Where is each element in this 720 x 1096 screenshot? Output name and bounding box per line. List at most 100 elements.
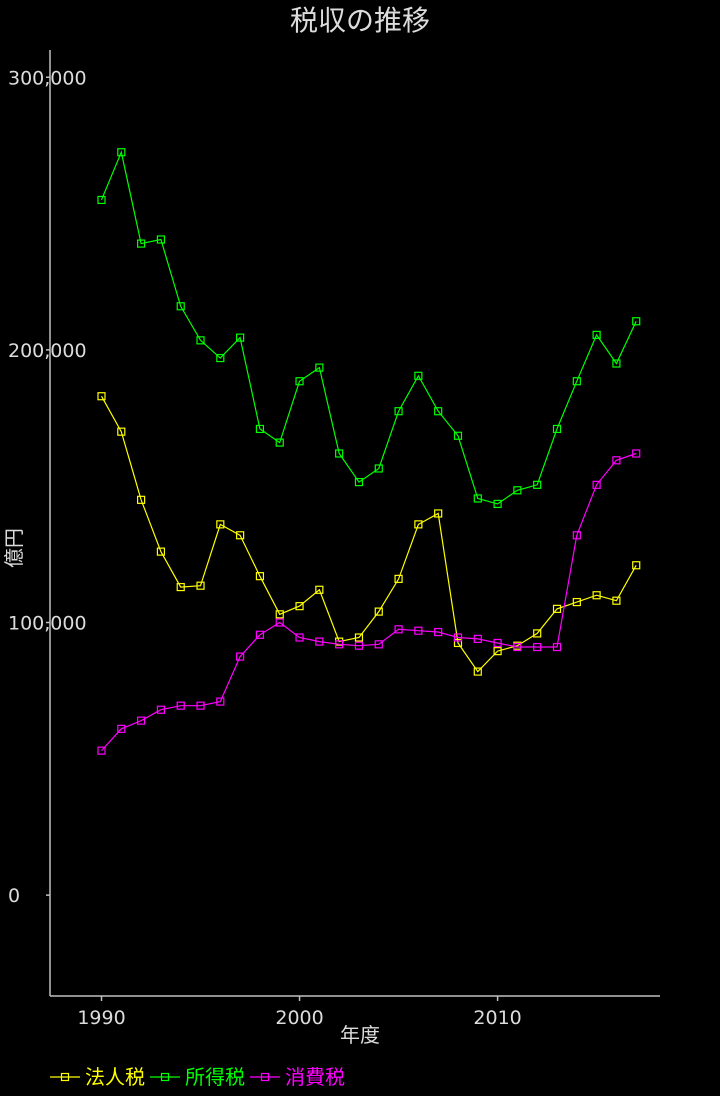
data-point bbox=[453, 633, 463, 642]
data-point bbox=[236, 531, 245, 540]
chart-title: 税収の推移 bbox=[290, 4, 430, 37]
series-layer bbox=[97, 148, 641, 755]
data-point bbox=[315, 363, 324, 372]
data-point bbox=[394, 574, 403, 583]
x-axis-title: 年度 bbox=[340, 1023, 380, 1047]
legend-label: 所得税 bbox=[185, 1065, 245, 1089]
legend-marker bbox=[160, 1072, 170, 1082]
data-point bbox=[137, 716, 146, 725]
data-point bbox=[295, 377, 304, 386]
data-point bbox=[374, 607, 383, 616]
data-point bbox=[453, 638, 463, 648]
x-ticks: 1990 2000 2010 bbox=[77, 996, 522, 1029]
data-point bbox=[632, 561, 641, 570]
data-point bbox=[117, 724, 126, 733]
data-point bbox=[196, 581, 205, 590]
data-point bbox=[236, 652, 245, 661]
y-tick-label: 300,000 bbox=[8, 67, 87, 89]
data-point bbox=[414, 626, 423, 635]
data-point bbox=[473, 494, 482, 503]
data-point bbox=[632, 317, 641, 326]
data-point bbox=[572, 597, 581, 607]
series-line bbox=[100, 150, 637, 505]
data-point bbox=[117, 148, 126, 157]
y-axis-title: 億円 bbox=[2, 528, 26, 568]
data-point bbox=[275, 610, 284, 619]
data-point bbox=[592, 591, 601, 600]
data-point bbox=[354, 633, 364, 642]
data-point bbox=[414, 520, 423, 529]
data-point bbox=[196, 336, 205, 345]
data-point bbox=[156, 547, 166, 556]
data-point bbox=[137, 495, 146, 504]
data-point bbox=[176, 701, 185, 710]
data-point bbox=[552, 604, 562, 613]
data-point bbox=[473, 634, 482, 643]
data-point bbox=[414, 371, 423, 380]
data-point bbox=[493, 647, 502, 656]
data-point bbox=[533, 480, 542, 489]
data-point bbox=[156, 705, 166, 714]
data-point bbox=[176, 302, 185, 311]
data-point bbox=[196, 701, 205, 710]
y-tick-label: 100,000 bbox=[8, 613, 87, 635]
series-line bbox=[100, 395, 637, 673]
data-point bbox=[394, 407, 403, 416]
data-point bbox=[275, 618, 284, 627]
data-point bbox=[592, 480, 601, 489]
data-point bbox=[572, 377, 581, 386]
data-point bbox=[374, 640, 383, 649]
data-point bbox=[572, 531, 581, 540]
data-point bbox=[612, 596, 621, 605]
data-point bbox=[493, 638, 502, 648]
data-point bbox=[394, 625, 403, 634]
data-point bbox=[255, 424, 265, 434]
y-tick-label: 200,000 bbox=[8, 340, 87, 362]
data-point bbox=[97, 392, 106, 401]
series-3 bbox=[97, 449, 641, 755]
data-point bbox=[354, 641, 364, 650]
x-tick-label: 1990 bbox=[77, 1007, 125, 1029]
y-ticks: 0 100,000 200,000 300,000 bbox=[8, 67, 87, 907]
y-tick-label: 0 bbox=[8, 885, 20, 907]
legend-item-1: 法人税 bbox=[50, 1065, 145, 1089]
data-point bbox=[612, 359, 621, 368]
data-point bbox=[453, 431, 463, 440]
data-point bbox=[335, 640, 344, 649]
data-point bbox=[612, 456, 621, 465]
series-line bbox=[101, 452, 637, 752]
data-point bbox=[255, 572, 265, 581]
data-point bbox=[97, 195, 106, 205]
data-point bbox=[216, 353, 225, 363]
data-point bbox=[493, 499, 502, 509]
data-point bbox=[434, 627, 443, 637]
data-point bbox=[236, 333, 245, 342]
data-point bbox=[434, 407, 443, 416]
data-point bbox=[216, 697, 225, 706]
data-point bbox=[592, 330, 601, 339]
legend: 法人税 所得税 消費税 bbox=[50, 1065, 345, 1089]
data-point bbox=[533, 642, 542, 652]
x-tick-label: 2000 bbox=[275, 1007, 323, 1029]
x-tick-label: 2010 bbox=[473, 1007, 521, 1029]
axes bbox=[49, 50, 660, 997]
data-point bbox=[552, 642, 562, 652]
legend-item-3: 消費税 bbox=[250, 1065, 345, 1089]
data-point bbox=[315, 637, 324, 646]
data-point bbox=[513, 642, 522, 652]
legend-label: 法人税 bbox=[85, 1065, 145, 1089]
data-point bbox=[275, 438, 284, 447]
data-point bbox=[533, 629, 542, 638]
data-point bbox=[335, 449, 344, 458]
data-point bbox=[354, 478, 364, 487]
legend-marker bbox=[260, 1072, 270, 1082]
data-point bbox=[156, 235, 166, 244]
legend-label: 消費税 bbox=[285, 1065, 345, 1089]
data-point bbox=[216, 520, 225, 529]
series-2 bbox=[97, 148, 641, 509]
data-point bbox=[295, 633, 304, 642]
data-point bbox=[374, 464, 383, 473]
data-point bbox=[295, 602, 304, 611]
legend-item-2: 所得税 bbox=[150, 1065, 245, 1089]
